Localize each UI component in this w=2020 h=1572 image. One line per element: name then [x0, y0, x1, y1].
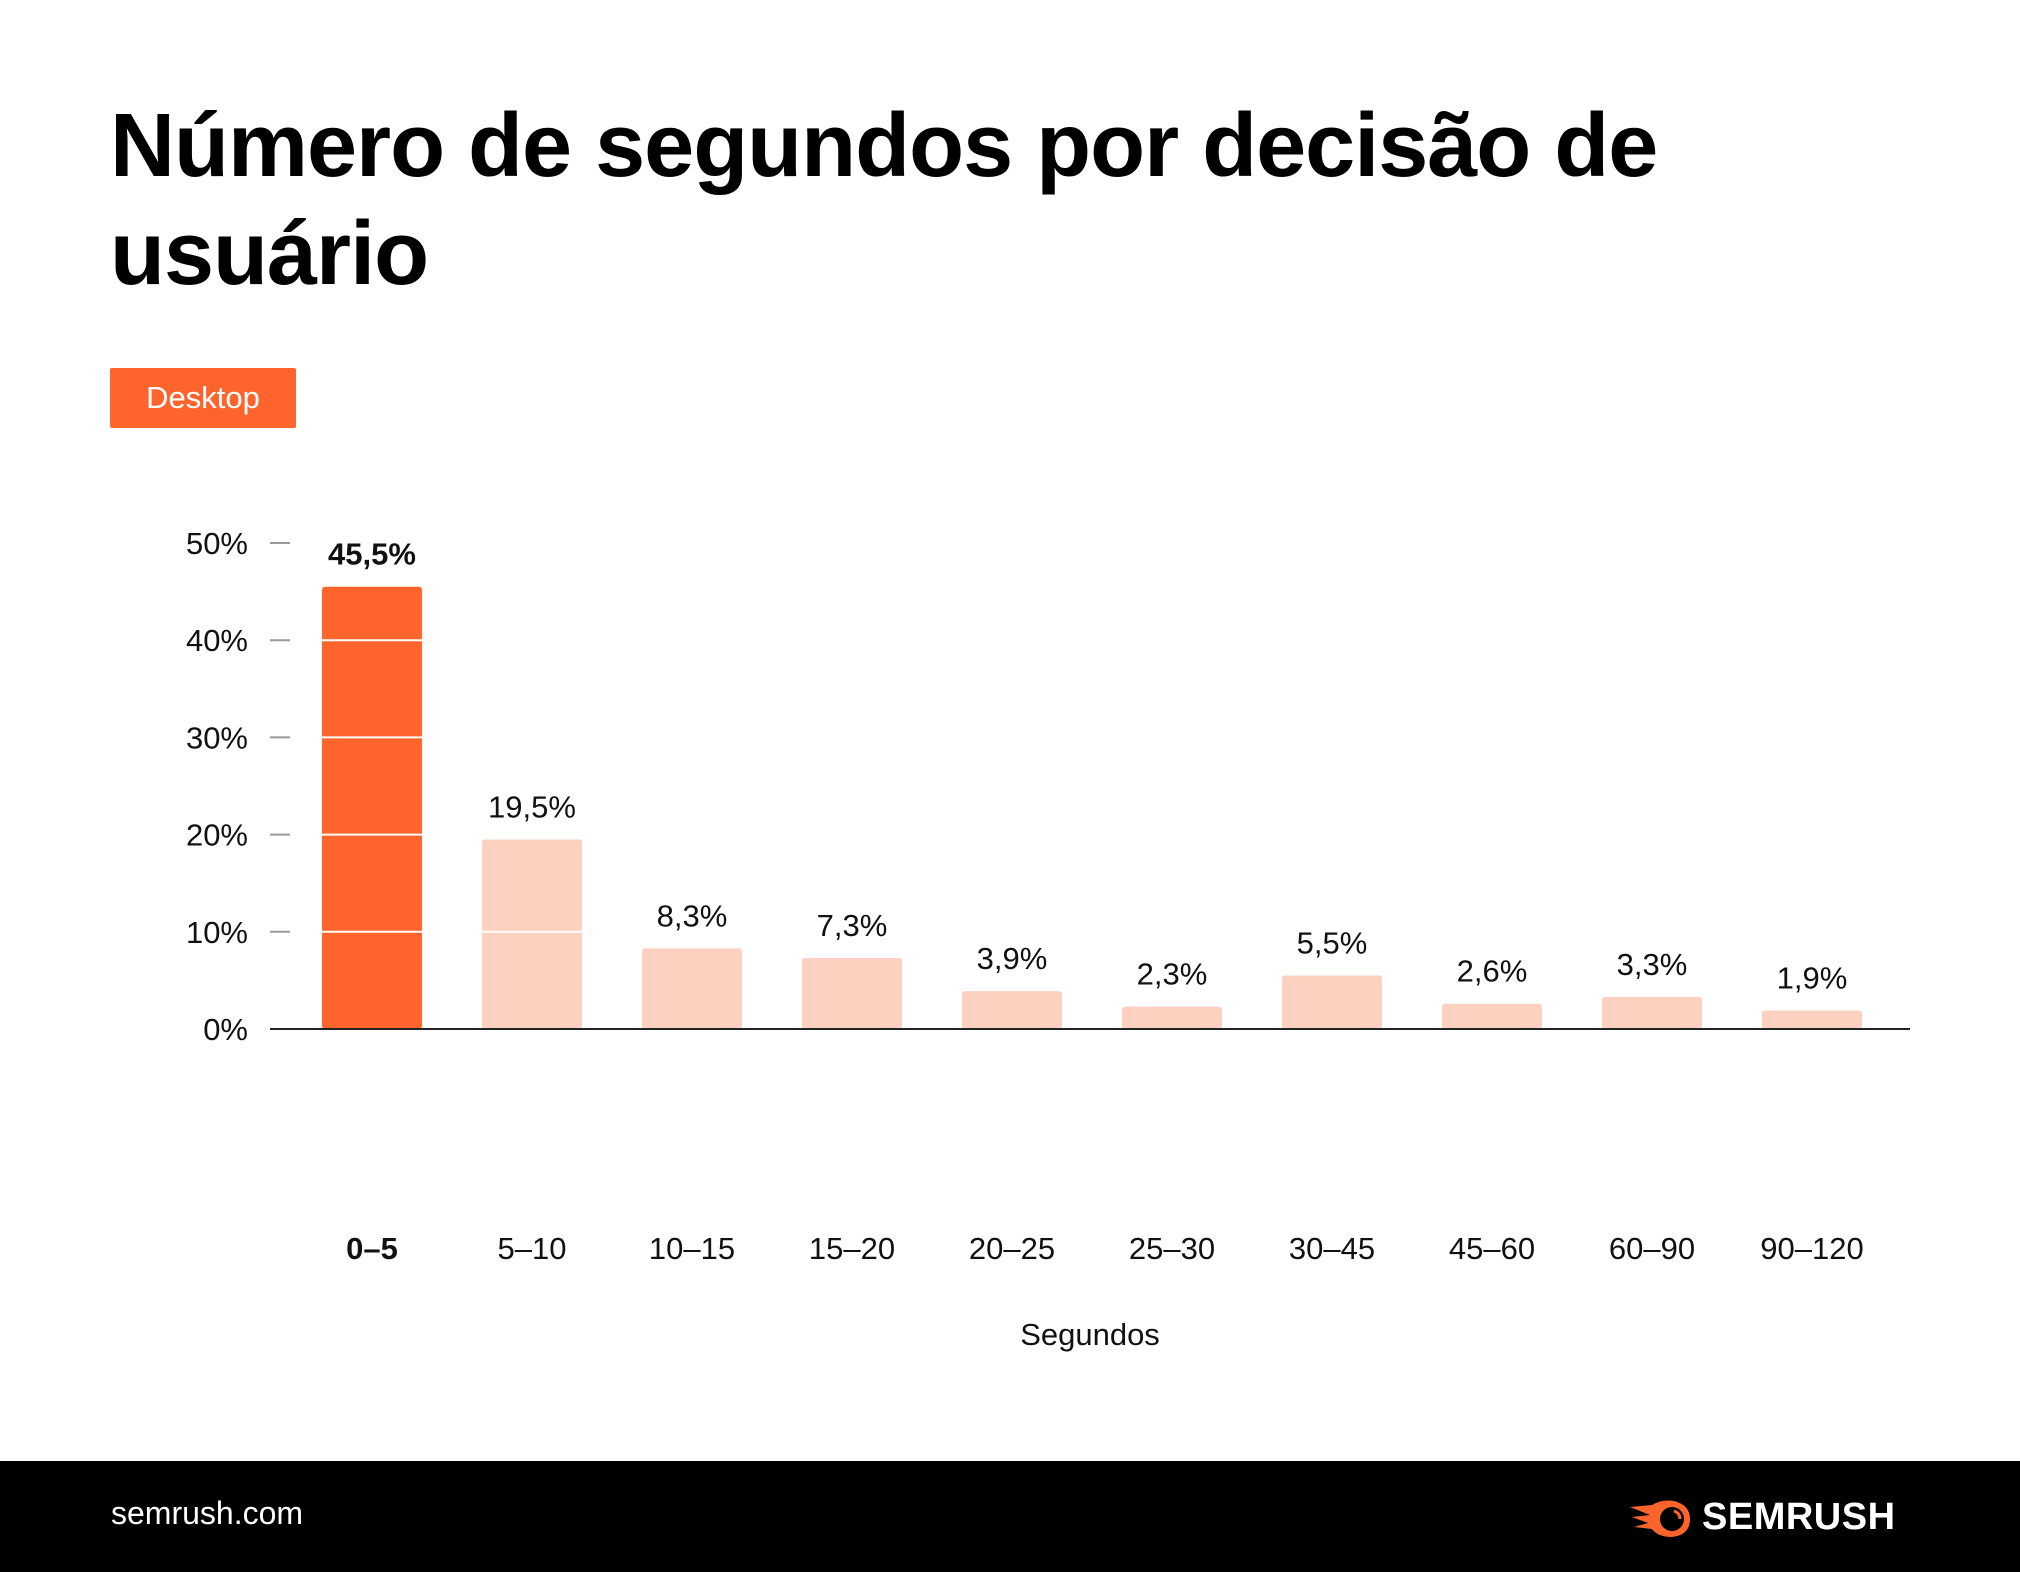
y-tick-label: 40%: [186, 623, 248, 658]
bar-25–30: [1122, 1006, 1222, 1029]
x-tick-label: 10–15: [649, 1231, 735, 1266]
bar-90–120: [1762, 1010, 1862, 1029]
x-tick-label: 60–90: [1609, 1231, 1695, 1266]
data-label: 3,3%: [1617, 947, 1688, 982]
footer: semrush.com SEMRUSH: [0, 1461, 2020, 1572]
data-label: 45,5%: [328, 537, 416, 572]
x-tick-label: 90–120: [1760, 1231, 1863, 1266]
bar-5–10: [482, 839, 582, 1029]
data-label: 3,9%: [977, 941, 1048, 976]
semrush-logo: SEMRUSH: [1628, 1489, 1896, 1545]
legend-badge-desktop: Desktop: [110, 368, 296, 428]
semrush-fireball-icon: [1630, 1500, 1690, 1537]
x-tick-label: 5–10: [498, 1231, 567, 1266]
data-label: 19,5%: [488, 789, 576, 824]
bar-20–25: [962, 991, 1062, 1029]
x-tick-label: 45–60: [1449, 1231, 1535, 1266]
data-label: 7,3%: [817, 908, 888, 943]
y-tick-label: 50%: [186, 526, 248, 561]
data-label: 1,9%: [1777, 961, 1848, 996]
data-label: 2,3%: [1137, 957, 1208, 992]
data-label: 5,5%: [1297, 926, 1368, 961]
data-label: 2,6%: [1457, 954, 1528, 989]
x-tick-label: 25–30: [1129, 1231, 1215, 1266]
brand-name: SEMRUSH: [1702, 1495, 1896, 1538]
bar-15–20: [802, 958, 902, 1029]
y-tick-label: 10%: [186, 915, 248, 950]
bar-45–60: [1442, 1003, 1542, 1029]
x-tick-label: 20–25: [969, 1231, 1055, 1266]
bar-10–15: [642, 948, 742, 1029]
bar-0–5: [322, 586, 422, 1029]
x-tick-label: 30–45: [1289, 1231, 1375, 1266]
bar-chart: 0% 10% 20% 30% 40% 50% 45,5% 0–5 19,5% 5–10 8,3% 10…: [186, 526, 1910, 1352]
bar-30–45: [1282, 975, 1382, 1029]
chart-title: Número de segundos por decisão de usuári…: [110, 96, 1658, 304]
y-tick-label: 0%: [203, 1012, 248, 1047]
x-tick-label: 0–5: [346, 1231, 398, 1266]
y-tick-label: 30%: [186, 720, 248, 755]
x-tick-label: 15–20: [809, 1231, 895, 1266]
footer-site-link[interactable]: semrush.com: [111, 1495, 304, 1531]
data-label: 8,3%: [657, 898, 728, 933]
bar-60–90: [1602, 996, 1702, 1029]
y-tick-label: 20%: [186, 818, 248, 853]
x-axis-title: Segundos: [1020, 1317, 1160, 1352]
